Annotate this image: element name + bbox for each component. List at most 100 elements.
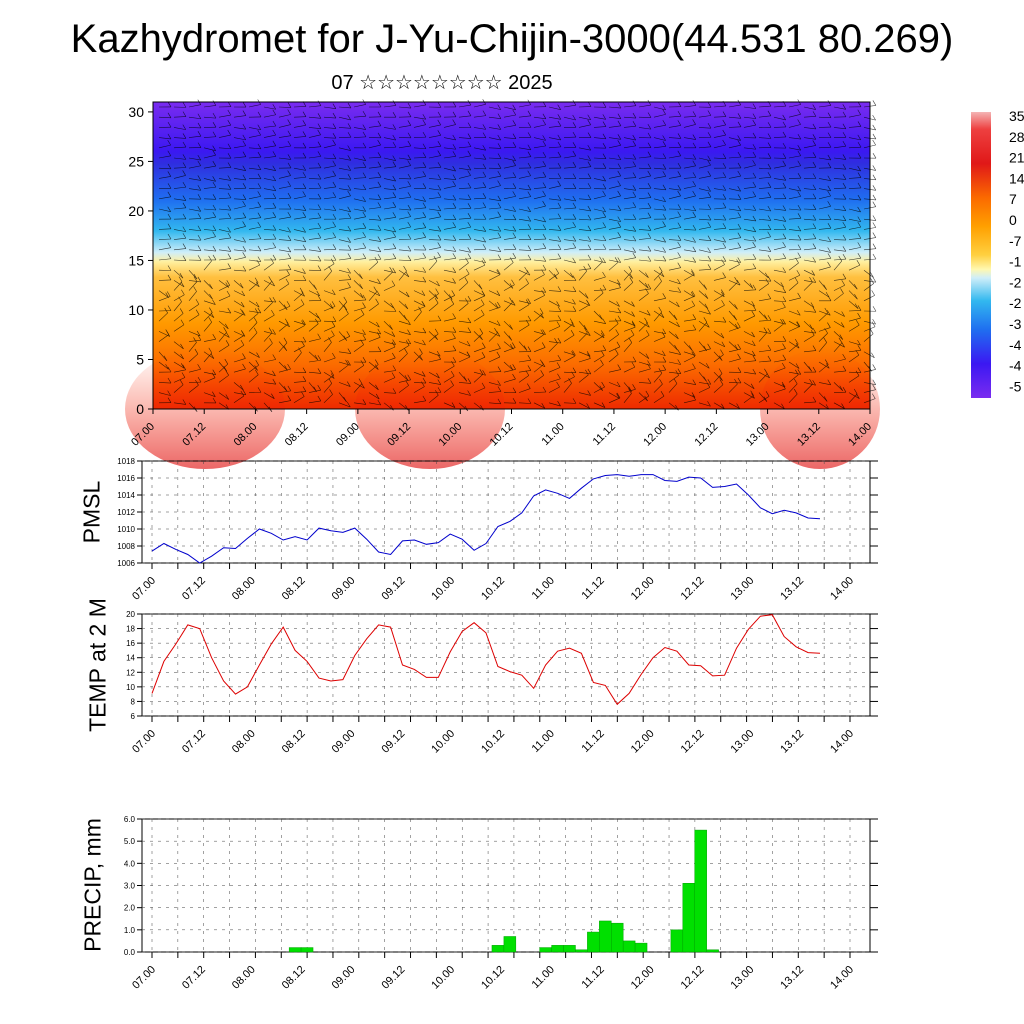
wind-barb-flag [242,221,246,227]
wind-barb [743,300,755,307]
wind-barb [713,247,726,251]
wind-barb [713,402,725,410]
wind-barb-flag [824,328,828,334]
wind-barb [743,147,756,150]
wind-barb-flag [734,277,738,283]
wind-barb-flag [437,226,442,232]
wind-barb [158,331,170,337]
wind-barb [623,105,636,108]
wind-barb [698,259,711,262]
wind-barb [158,290,169,298]
wind-barb-flag [255,360,259,366]
wind-barb [578,358,591,363]
wind-barb-flag [796,310,801,316]
wind-barb [563,290,576,292]
wind-barb [563,402,577,404]
wind-barb-flag [407,173,412,180]
wind-barb [803,320,813,330]
wind-barb [638,382,651,384]
wind-barb [398,216,411,220]
wind-barb-flag [193,273,198,280]
wind-barb-flag [509,324,513,330]
wind-barb-flag [677,171,682,177]
wind-barb [758,197,771,200]
wind-barb [773,187,786,189]
wind-barb-flag [586,299,590,306]
wind-barb [383,105,396,108]
wind-barb-flag [332,352,336,359]
temp-x-tick-label: 09.00 [330,728,358,756]
wind-barb-flag [332,170,336,176]
wind-barb [608,346,621,353]
wind-barb-flag [434,298,439,304]
wind-barb [158,196,171,200]
wind-barb [833,310,845,317]
wind-barb-flag [704,293,709,299]
wind-barb [698,146,711,149]
wind-barb [803,106,816,110]
wind-barb-flag [403,265,407,272]
wind-barb [458,331,471,333]
wind-barb-flag [602,163,607,169]
wind-barb [158,258,171,261]
wind-barb-flag [542,171,547,178]
wind-barb [233,249,246,252]
wind-barb-flag [782,131,787,138]
wind-barb [488,207,501,210]
wind-barb-flag [570,272,574,278]
wind-barb-flag [584,327,588,334]
wind-barb [848,350,861,353]
wind-barb-flag [737,113,742,119]
wind-barb-flag [197,131,202,137]
wind-barb-flag [422,244,427,251]
wind-barb-flag [242,151,247,157]
wind-barb-flag [617,282,621,288]
wind-barb [413,124,426,128]
wind-barb-flag [796,270,801,276]
wind-barb-flag [872,276,877,283]
wind-barb-flag [452,134,457,141]
wind-barb-flag [227,246,232,252]
wind-barb [503,114,516,118]
wind-barb-flag [616,392,621,399]
wind-barb-flag [210,353,215,359]
wind-barb-flag [782,343,786,349]
wind-barb-flag [586,403,590,409]
wind-barb-flag [617,315,622,321]
temp-x-tick-label: 11.12 [579,728,606,755]
wind-barb [698,310,711,315]
wind-barb-flag [193,286,197,292]
wind-barb [668,290,681,293]
wind-barb-flag [362,206,367,212]
wind-barb-flag [842,182,847,189]
wind-barb-flag [737,170,742,177]
wind-barb-flag [257,245,262,252]
wind-barb-flag [601,330,605,336]
wind-barb [758,396,770,404]
wind-barb-flag [347,253,352,259]
wind-barb [293,381,306,383]
wind-barb-flag [737,242,742,248]
wind-barb [383,248,396,251]
wind-barb-flag [179,273,184,279]
wind-barb-flag [272,233,277,240]
wind-barb-flag [542,287,547,293]
wind-barb [653,269,665,278]
wind-barb [263,247,276,251]
wind-barb-flag [347,274,352,280]
pmsl-y-tick-label: 1010 [117,525,135,534]
wind-barb [623,326,636,332]
wind-barb [173,324,185,332]
wind-barb [173,207,186,210]
wind-barb [353,236,366,240]
wind-barb-flag [392,192,397,198]
wind-barb-flag [362,131,367,138]
wind-barb-flag [407,233,412,240]
wind-barb-flag [272,165,276,171]
colorbar-label: -3 [1009,316,1022,332]
wind-barb [683,295,696,302]
wind-barb-flag [842,353,846,360]
wind-barb-flag [302,205,307,211]
wind-barb-flag [317,151,322,157]
wind-barb-flag [347,132,352,138]
